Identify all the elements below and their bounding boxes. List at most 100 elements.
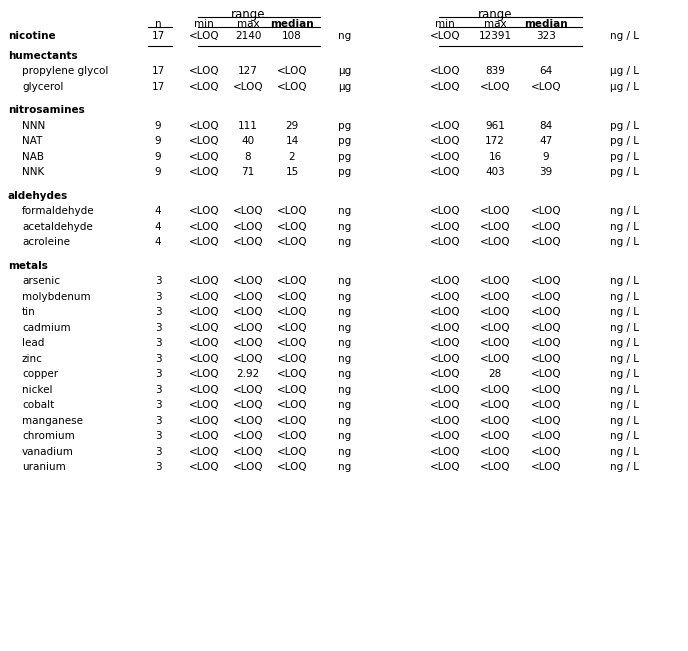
Text: lead: lead <box>22 338 44 348</box>
Text: <LOQ: <LOQ <box>189 276 219 286</box>
Text: 3: 3 <box>155 292 161 301</box>
Text: acroleine: acroleine <box>22 237 70 247</box>
Text: <LOQ: <LOQ <box>233 237 264 247</box>
Text: <LOQ: <LOQ <box>430 81 460 92</box>
Text: <LOQ: <LOQ <box>530 385 561 395</box>
Text: ng / L: ng / L <box>610 400 639 410</box>
Text: <LOQ: <LOQ <box>189 292 219 301</box>
Text: ng / L: ng / L <box>610 276 639 286</box>
Text: <LOQ: <LOQ <box>430 31 460 41</box>
Text: nicotine: nicotine <box>8 31 56 41</box>
Text: 16: 16 <box>488 152 502 161</box>
Text: <LOQ: <LOQ <box>189 338 219 348</box>
Text: ng: ng <box>338 307 352 317</box>
Text: ng / L: ng / L <box>610 353 639 364</box>
Text: <LOQ: <LOQ <box>430 338 460 348</box>
Text: 64: 64 <box>539 66 552 76</box>
Text: max: max <box>484 19 506 29</box>
Text: pg: pg <box>338 120 352 131</box>
Text: 71: 71 <box>241 167 255 177</box>
Text: 12391: 12391 <box>478 31 512 41</box>
Text: cobalt: cobalt <box>22 400 54 410</box>
Text: <LOQ: <LOQ <box>480 222 510 232</box>
Text: <LOQ: <LOQ <box>189 385 219 395</box>
Text: ng / L: ng / L <box>610 385 639 395</box>
Text: <LOQ: <LOQ <box>277 66 308 76</box>
Text: 3: 3 <box>155 462 161 472</box>
Text: <LOQ: <LOQ <box>277 307 308 317</box>
Text: μg: μg <box>338 66 352 76</box>
Text: <LOQ: <LOQ <box>277 416 308 426</box>
Text: 3: 3 <box>155 338 161 348</box>
Text: <LOQ: <LOQ <box>430 167 460 177</box>
Text: <LOQ: <LOQ <box>430 416 460 426</box>
Text: 9: 9 <box>155 152 161 161</box>
Text: ng: ng <box>338 447 352 456</box>
Text: <LOQ: <LOQ <box>430 462 460 472</box>
Text: ng: ng <box>338 31 352 41</box>
Text: NAT: NAT <box>22 136 43 146</box>
Text: ng / L: ng / L <box>610 237 639 247</box>
Text: <LOQ: <LOQ <box>480 307 510 317</box>
Text: <LOQ: <LOQ <box>189 353 219 364</box>
Text: <LOQ: <LOQ <box>189 66 219 76</box>
Text: <LOQ: <LOQ <box>233 416 264 426</box>
Text: <LOQ: <LOQ <box>480 462 510 472</box>
Text: pg / L: pg / L <box>610 167 639 177</box>
Text: <LOQ: <LOQ <box>530 353 561 364</box>
Text: ng / L: ng / L <box>610 222 639 232</box>
Text: 2: 2 <box>289 152 295 161</box>
Text: <LOQ: <LOQ <box>530 447 561 456</box>
Text: ng: ng <box>338 222 352 232</box>
Text: <LOQ: <LOQ <box>233 276 264 286</box>
Text: 111: 111 <box>238 120 258 131</box>
Text: <LOQ: <LOQ <box>189 31 219 41</box>
Text: <LOQ: <LOQ <box>189 81 219 92</box>
Text: 323: 323 <box>536 31 556 41</box>
Text: humectants: humectants <box>8 51 78 61</box>
Text: ng: ng <box>338 237 352 247</box>
Text: <LOQ: <LOQ <box>189 447 219 456</box>
Text: <LOQ: <LOQ <box>277 447 308 456</box>
Text: ng: ng <box>338 338 352 348</box>
Text: 17: 17 <box>151 31 164 41</box>
Text: ng / L: ng / L <box>610 307 639 317</box>
Text: max: max <box>237 19 259 29</box>
Text: zinc: zinc <box>22 353 43 364</box>
Text: 2.92: 2.92 <box>237 369 259 379</box>
Text: ng: ng <box>338 431 352 441</box>
Text: n: n <box>155 19 161 29</box>
Text: <LOQ: <LOQ <box>530 431 561 441</box>
Text: 17: 17 <box>151 66 164 76</box>
Text: NNN: NNN <box>22 120 45 131</box>
Text: 9: 9 <box>155 136 161 146</box>
Text: <LOQ: <LOQ <box>189 307 219 317</box>
Text: 3: 3 <box>155 353 161 364</box>
Text: ng / L: ng / L <box>610 416 639 426</box>
Text: <LOQ: <LOQ <box>430 237 460 247</box>
Text: ng: ng <box>338 353 352 364</box>
Text: 127: 127 <box>238 66 258 76</box>
Text: 3: 3 <box>155 385 161 395</box>
Text: <LOQ: <LOQ <box>189 462 219 472</box>
Text: ng: ng <box>338 292 352 301</box>
Text: 4: 4 <box>155 206 161 216</box>
Text: ng: ng <box>338 323 352 333</box>
Text: ng / L: ng / L <box>610 323 639 333</box>
Text: <LOQ: <LOQ <box>480 206 510 216</box>
Text: <LOQ: <LOQ <box>277 431 308 441</box>
Text: metals: metals <box>8 260 48 271</box>
Text: <LOQ: <LOQ <box>430 369 460 379</box>
Text: range: range <box>478 8 513 21</box>
Text: <LOQ: <LOQ <box>430 431 460 441</box>
Text: glycerol: glycerol <box>22 81 63 92</box>
Text: formaldehyde: formaldehyde <box>22 206 95 216</box>
Text: <LOQ: <LOQ <box>480 81 510 92</box>
Text: molybdenum: molybdenum <box>22 292 91 301</box>
Text: ng / L: ng / L <box>610 292 639 301</box>
Text: ng: ng <box>338 206 352 216</box>
Text: 9: 9 <box>155 120 161 131</box>
Text: 3: 3 <box>155 400 161 410</box>
Text: ng: ng <box>338 276 352 286</box>
Text: <LOQ: <LOQ <box>189 167 219 177</box>
